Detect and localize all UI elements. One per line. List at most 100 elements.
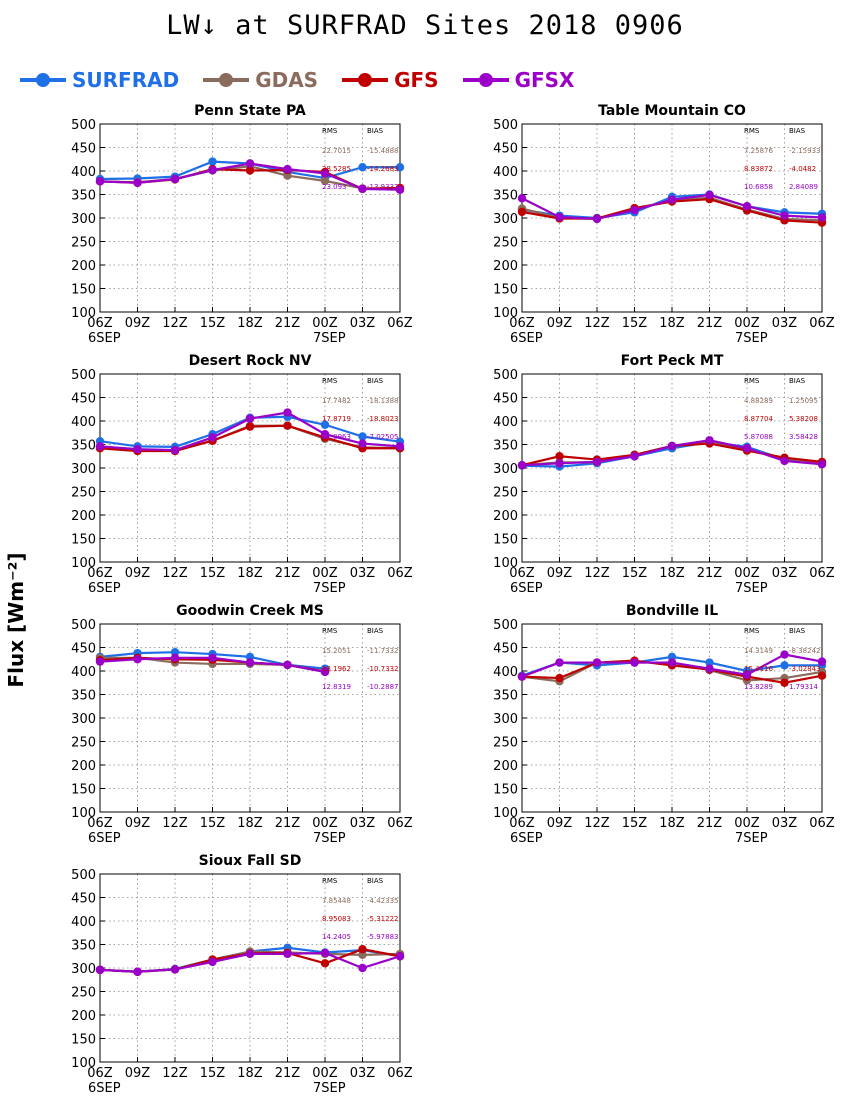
- x-tick-label: 06Z: [809, 816, 835, 831]
- stats-bias-value: -7.02505: [367, 433, 398, 441]
- x-tick-label: 21Z: [275, 816, 301, 831]
- data-point: [555, 459, 564, 468]
- data-point: [283, 421, 292, 430]
- x-tick-label: 12Z: [162, 1066, 188, 1081]
- x-tick-label: 03Z: [350, 316, 376, 331]
- date-label: 7SEP: [313, 331, 346, 346]
- x-tick-label: 09Z: [125, 1066, 151, 1081]
- data-point: [555, 673, 564, 683]
- x-tick-label: 03Z: [350, 816, 376, 831]
- y-tick-label: 450: [493, 642, 518, 657]
- chart-title: Table Mountain CO: [598, 103, 746, 119]
- legend-swatch-gfsx: [462, 73, 509, 87]
- date-label: 7SEP: [735, 581, 768, 596]
- y-tick-label: 150: [71, 783, 96, 798]
- stats-header-rms: RMS: [322, 627, 338, 635]
- y-tick-label: 450: [493, 392, 518, 407]
- x-tick-label: 15Z: [200, 816, 226, 831]
- data-point: [358, 432, 367, 441]
- stats-header-rms: RMS: [322, 127, 338, 135]
- y-tick-label: 150: [71, 533, 96, 548]
- data-point: [133, 655, 142, 664]
- x-tick-label: 06Z: [509, 316, 535, 331]
- data-point: [208, 433, 217, 442]
- data-point: [245, 159, 255, 168]
- stats-rms-value: 12.8319: [322, 683, 351, 691]
- stats-header-bias: BIAS: [367, 377, 384, 385]
- data-point: [517, 460, 527, 470]
- stats-rms-value: 5.87088: [744, 433, 773, 441]
- x-tick-label: 09Z: [125, 316, 151, 331]
- y-tick-label: 200: [493, 509, 518, 524]
- stats-header-rms: RMS: [744, 377, 760, 385]
- x-tick-label: 06Z: [387, 566, 413, 581]
- x-tick-label: 00Z: [734, 816, 760, 831]
- data-point: [667, 195, 677, 204]
- data-point: [245, 414, 255, 423]
- legend-marker: [478, 73, 493, 87]
- y-tick-label: 400: [71, 165, 96, 180]
- legend-swatch-gfs: [342, 73, 389, 87]
- stats-rms-value: 8.95083: [322, 915, 351, 923]
- x-tick-label: 18Z: [237, 1066, 263, 1081]
- data-point: [358, 963, 367, 973]
- y-tick-label: 200: [71, 259, 96, 274]
- x-tick-label: 15Z: [622, 816, 648, 831]
- legend-label: GFS: [394, 68, 439, 92]
- x-tick-label: 15Z: [622, 316, 648, 331]
- x-tick-label: 15Z: [200, 316, 226, 331]
- chart-title: Penn State PA: [194, 103, 306, 119]
- legend-marker: [219, 73, 234, 87]
- x-tick-label: 18Z: [659, 816, 685, 831]
- stats-bias-value: -5.31222: [367, 915, 398, 923]
- data-point: [742, 444, 752, 453]
- data-point: [817, 671, 827, 680]
- stats-header-bias: BIAS: [367, 127, 384, 135]
- chart-fort-peck-mt: Fort Peck MT 100 150 200 250 300 350 400 450 500 0…: [493, 353, 835, 596]
- y-tick-label: 100: [493, 556, 518, 571]
- data-point: [817, 657, 827, 666]
- legend-item-gfsx: GFSX: [461, 68, 575, 92]
- x-tick-label: 06Z: [509, 566, 535, 581]
- stats-bias-value: -5.97883: [367, 933, 398, 941]
- y-tick-label: 300: [493, 712, 518, 727]
- data-point: [170, 174, 180, 184]
- stats-bias-value: -18.1388: [367, 397, 398, 405]
- stats-bias-value: -3.02843: [789, 665, 820, 673]
- chart-title: Desert Rock NV: [189, 353, 312, 369]
- data-point: [395, 185, 405, 194]
- x-tick-label: 09Z: [547, 816, 573, 831]
- data-point: [517, 194, 527, 203]
- data-point: [320, 959, 330, 968]
- y-tick-label: 300: [493, 462, 518, 477]
- y-tick-label: 150: [71, 283, 96, 298]
- stats-header-rms: RMS: [744, 627, 760, 635]
- y-tick-label: 200: [493, 259, 518, 274]
- legend-label: GFSX: [514, 68, 575, 92]
- data-point: [95, 442, 105, 451]
- stats-rms-value: 15.4116: [744, 665, 773, 673]
- x-tick-label: 18Z: [659, 316, 685, 331]
- data-point: [283, 949, 292, 959]
- x-tick-label: 06Z: [809, 566, 835, 581]
- series-gfsx: [517, 650, 827, 681]
- x-tick-label: 06Z: [87, 1066, 113, 1081]
- series-gfsx: [95, 408, 405, 455]
- chart-title: Bondville IL: [626, 603, 718, 619]
- x-tick-label: 18Z: [237, 316, 263, 331]
- data-point: [208, 157, 217, 166]
- y-tick-label: 250: [493, 236, 518, 251]
- chart-sioux-fall-sd: Sioux Fall SD 100 150 200 250 300 350 400 450 500…: [71, 853, 413, 1096]
- stats-rms-value: 23.093: [322, 183, 347, 191]
- x-tick-label: 12Z: [162, 316, 188, 331]
- y-tick-label: 500: [493, 618, 518, 633]
- data-point: [817, 460, 827, 469]
- y-tick-label: 250: [493, 736, 518, 751]
- data-point: [630, 452, 639, 461]
- y-tick-label: 450: [493, 142, 518, 157]
- x-tick-label: 12Z: [584, 816, 610, 831]
- x-tick-label: 06Z: [387, 316, 413, 331]
- legend-marker: [358, 73, 373, 87]
- y-tick-label: 500: [71, 868, 96, 883]
- x-tick-label: 09Z: [125, 816, 151, 831]
